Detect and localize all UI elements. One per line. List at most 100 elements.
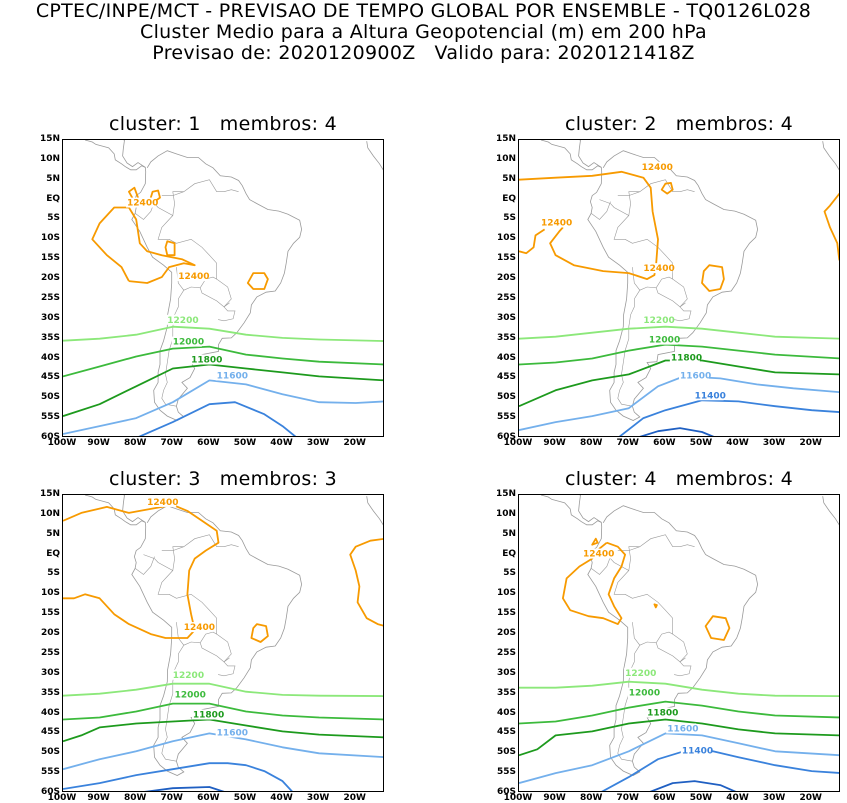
lon-tick-label: 100W: [503, 793, 533, 803]
lon-tick-label: 90W: [87, 793, 110, 803]
contour-line: [144, 786, 225, 791]
contour-label-bg: [669, 352, 700, 363]
contour-line: [701, 264, 725, 292]
contour-line: [519, 732, 839, 784]
contour-label-bg: [171, 336, 202, 347]
country-border: [599, 546, 640, 571]
contour-line: [63, 762, 293, 791]
lat-tick-label: 35S: [496, 687, 516, 698]
lat-tick-label: 10S: [496, 588, 516, 599]
lon-tick-label: 40W: [726, 438, 749, 448]
contour-label: 11400: [695, 391, 726, 401]
lon-tick-label: 20W: [799, 438, 822, 448]
contour-label: 12000: [175, 691, 206, 701]
lat-tick-label: EQ: [46, 548, 60, 559]
country-border: [176, 267, 217, 291]
coastline-africa: [366, 141, 383, 171]
contour-line: [63, 732, 383, 771]
lon-tick-label: 50W: [233, 438, 257, 448]
lat-tick-label: 45S: [40, 372, 60, 383]
main-title: CPTEC/INPE/MCT - PREVISAO DE TEMPO GLOBA…: [35, 0, 812, 22]
map-svg: 12400 12200 12000 11800 11600 11400: [519, 495, 839, 791]
contour-line: [519, 718, 839, 757]
country-border: [599, 191, 640, 216]
lat-tick-label: 15S: [496, 253, 516, 264]
contour-line: [63, 325, 383, 342]
lon-tick-label: 80W: [579, 438, 603, 448]
contour-line: [519, 680, 839, 697]
lat-tick-label: 35S: [496, 332, 516, 343]
contour-label-bg: [215, 727, 246, 738]
lat-tick-label: 10S: [496, 233, 516, 244]
lon-tick-label: 70W: [616, 438, 639, 448]
forecast-dates: Previsao de: 2020120900Z Valido para: 20…: [152, 42, 695, 64]
country-border: [632, 267, 673, 291]
lat-tick-label: 40S: [496, 707, 516, 718]
lat-tick-label: 55S: [496, 767, 516, 778]
contour-line: [250, 623, 269, 643]
lat-tick-label: 15N: [495, 134, 516, 144]
contour-label: 11800: [671, 354, 702, 364]
lat-tick-label: 10S: [40, 588, 60, 599]
country-border: [591, 556, 611, 575]
lat-tick-label: 25S: [40, 647, 60, 658]
map-panel-1: 12400 12400 12200 12000 11800 11600: [62, 139, 384, 437]
contour-line: [519, 375, 839, 431]
contour-line: [164, 240, 176, 257]
contour-line: [562, 541, 626, 625]
lon-tick-label: 70W: [616, 793, 639, 803]
lon-tick-label: 40W: [270, 793, 293, 803]
contour-label: 11600: [217, 371, 248, 381]
contour-label-bg: [126, 197, 157, 208]
lat-tick-label: 45S: [40, 727, 60, 738]
lon-tick-label: 30W: [762, 793, 786, 803]
contour-label-bg: [190, 354, 221, 365]
country-border: [199, 642, 230, 663]
lat-tick-label: 5S: [503, 213, 516, 224]
lat-tick-label: 10N: [495, 508, 516, 519]
contour-label-bg: [191, 709, 222, 720]
country-border: [617, 645, 641, 762]
contour-label-bg: [171, 669, 202, 680]
lon-tick-label: 90W: [543, 438, 566, 448]
lon-tick-label: 90W: [543, 793, 566, 803]
contour-line: [63, 702, 383, 721]
lat-tick-label: 15S: [40, 253, 60, 264]
contour-label: 11600: [667, 724, 698, 734]
lon-tick-label: 60W: [197, 793, 220, 803]
lat-tick-label: 15N: [39, 489, 60, 499]
lat-tick-label: 15S: [40, 608, 60, 619]
lon-tick-label: 100W: [47, 793, 77, 803]
contour-line: [63, 718, 383, 743]
map-panel-2: 12400 12400 12400 12200 12000 11800 11600 11400: [518, 139, 840, 437]
lat-tick-label: 30S: [40, 312, 60, 323]
country-border: [135, 556, 155, 575]
contour-label: 11800: [193, 711, 224, 721]
lon-tick-label: 20W: [343, 438, 366, 448]
country-border: [143, 546, 184, 571]
lon-tick-label: 100W: [47, 438, 77, 448]
lon-tick-label: 30W: [762, 438, 786, 448]
contour-line: [91, 206, 196, 284]
map-svg: 12400 12400 12400 12200 12000 11800 11600 11400: [519, 140, 839, 436]
contour-line: [591, 537, 599, 546]
lat-tick-label: 25S: [40, 292, 60, 303]
coastline-south-america: [578, 140, 759, 421]
lat-tick-label: 10N: [495, 153, 516, 164]
lat-tick-label: 20S: [496, 628, 516, 639]
contour-label: 11600: [217, 728, 248, 738]
coastline-central-america: [540, 495, 602, 526]
contour-label: 12400: [583, 550, 614, 560]
coastline-africa: [822, 141, 839, 171]
coastline-africa: [366, 496, 383, 526]
lat-tick-label: 5N: [502, 173, 516, 184]
lat-tick-label: 20S: [40, 628, 60, 639]
country-border: [617, 290, 641, 407]
contour-line: [519, 170, 659, 280]
lon-tick-label: 40W: [726, 793, 749, 803]
lon-tick-label: 60W: [653, 793, 676, 803]
contour-label-bg: [646, 707, 677, 718]
contour-line: [601, 750, 839, 791]
lon-tick-label: 30W: [306, 793, 330, 803]
contour-line: [519, 325, 839, 340]
